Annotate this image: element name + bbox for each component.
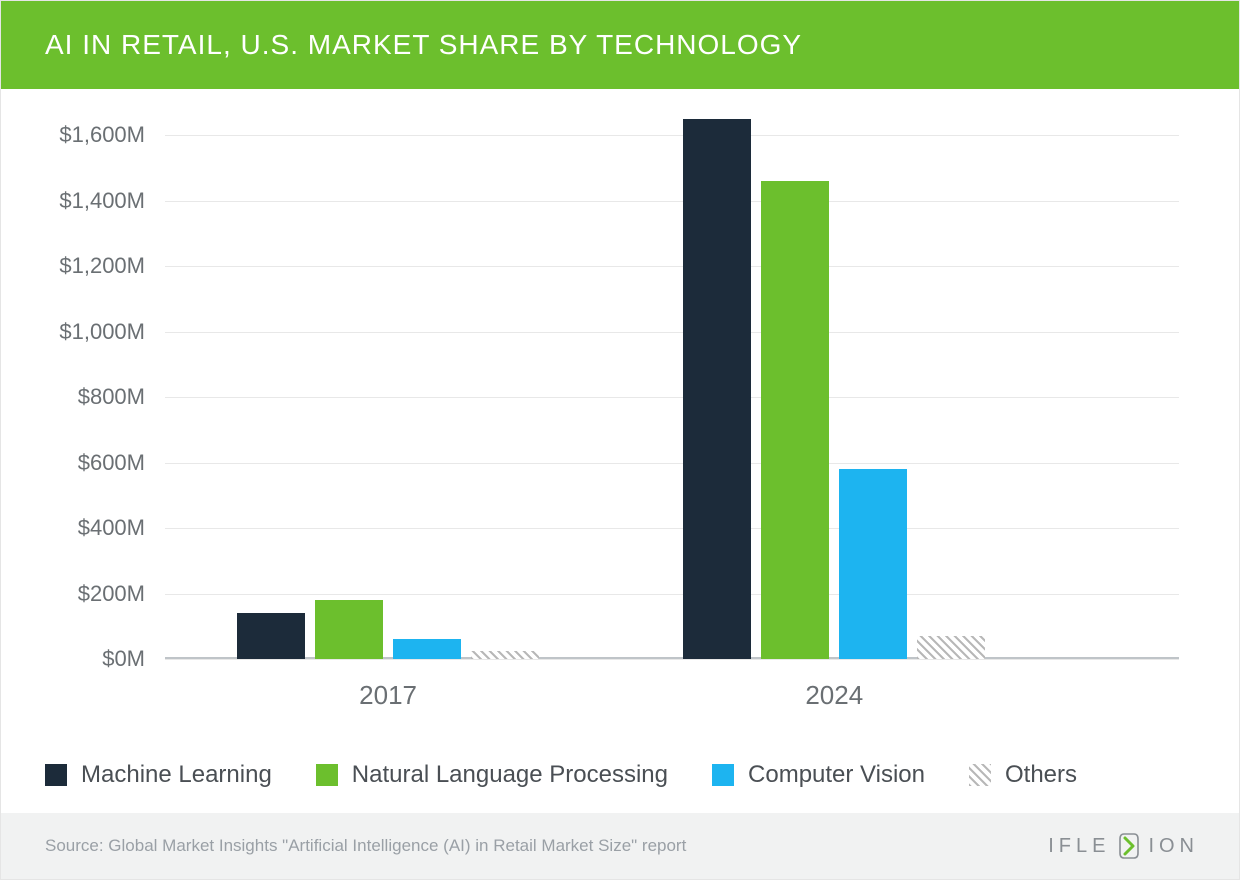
gridline — [165, 201, 1179, 202]
bar — [917, 636, 985, 659]
legend-item: Computer Vision — [712, 761, 925, 789]
bar — [237, 613, 305, 659]
y-axis-label: $800M — [35, 384, 145, 410]
gridline — [165, 397, 1179, 398]
bar-group — [683, 119, 985, 659]
logo-mark-icon — [1114, 831, 1144, 861]
source-text: Source: Global Market Insights "Artifici… — [45, 836, 686, 856]
logo-text-left: IFLE — [1048, 835, 1110, 858]
x-axis-label: 2017 — [359, 680, 417, 711]
bar — [683, 119, 751, 659]
bar — [761, 181, 829, 659]
legend-label: Machine Learning — [81, 761, 272, 789]
legend-label: Computer Vision — [748, 761, 925, 789]
gridline — [165, 135, 1179, 136]
y-axis-label: $1,600M — [35, 122, 145, 148]
chart-plot: $0M$200M$400M$600M$800M$1,000M$1,200M$1,… — [165, 119, 1179, 659]
legend-label: Others — [1005, 761, 1077, 789]
legend-item: Natural Language Processing — [316, 761, 668, 789]
gridline — [165, 594, 1179, 595]
y-axis-label: $1,200M — [35, 253, 145, 279]
y-axis-label: $1,400M — [35, 188, 145, 214]
bar — [393, 639, 461, 659]
legend-swatch — [712, 764, 734, 786]
legend-label: Natural Language Processing — [352, 761, 668, 789]
x-axis-label: 2024 — [805, 680, 863, 711]
gridline — [165, 266, 1179, 267]
chart-header: AI IN RETAIL, U.S. MARKET SHARE BY TECHN… — [1, 1, 1239, 89]
legend-item: Others — [969, 761, 1077, 789]
legend-swatch — [45, 764, 67, 786]
legend-swatch — [969, 764, 991, 786]
bar — [471, 651, 539, 659]
brand-logo: IFLE ION — [1048, 831, 1199, 861]
chart-container: AI IN RETAIL, U.S. MARKET SHARE BY TECHN… — [0, 0, 1240, 880]
gridline — [165, 332, 1179, 333]
legend-item: Machine Learning — [45, 761, 272, 789]
y-axis-label: $600M — [35, 450, 145, 476]
gridline — [165, 659, 1179, 660]
bar-group — [237, 600, 539, 659]
logo-text-right: ION — [1148, 835, 1199, 858]
chart-title: AI IN RETAIL, U.S. MARKET SHARE BY TECHN… — [45, 29, 802, 60]
chart-area: $0M $200M $400M $600M $800M $1,000M $1,200M $1,… — [1, 89, 1239, 741]
chart-legend: Machine Learning Natural Language Process… — [1, 741, 1239, 813]
y-axis-label: $200M — [35, 581, 145, 607]
bar — [315, 600, 383, 659]
gridline — [165, 463, 1179, 464]
gridline — [165, 528, 1179, 529]
legend-swatch — [316, 764, 338, 786]
chart-footer: Source: Global Market Insights "Artifici… — [1, 813, 1239, 879]
y-axis-label: $0M — [35, 646, 145, 672]
bar — [839, 469, 907, 659]
y-axis-label: $400M — [35, 515, 145, 541]
y-axis-label: $1,000M — [35, 319, 145, 345]
